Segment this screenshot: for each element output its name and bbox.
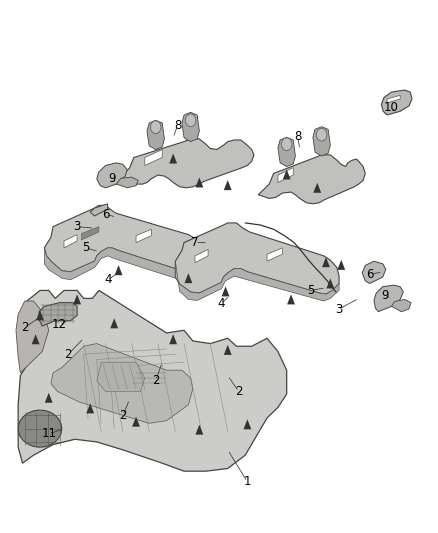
Polygon shape: [387, 95, 400, 103]
Circle shape: [316, 128, 327, 141]
Polygon shape: [39, 303, 77, 326]
Polygon shape: [195, 249, 208, 263]
Text: 8: 8: [174, 119, 181, 132]
Circle shape: [185, 114, 196, 127]
Polygon shape: [86, 403, 94, 414]
Text: 3: 3: [74, 220, 81, 233]
Polygon shape: [244, 419, 251, 430]
Polygon shape: [169, 334, 177, 344]
Text: 9: 9: [108, 172, 116, 185]
Polygon shape: [278, 138, 295, 166]
Polygon shape: [45, 393, 53, 403]
Text: 6: 6: [366, 268, 373, 281]
Polygon shape: [287, 294, 295, 304]
Polygon shape: [64, 235, 77, 248]
Text: 6: 6: [102, 208, 109, 221]
Text: 10: 10: [384, 101, 399, 114]
Polygon shape: [224, 345, 232, 355]
Text: 7: 7: [191, 236, 199, 249]
Text: 4: 4: [217, 297, 225, 310]
Polygon shape: [381, 90, 412, 115]
Polygon shape: [36, 310, 44, 320]
Polygon shape: [313, 127, 330, 156]
Polygon shape: [267, 248, 283, 261]
Text: 3: 3: [336, 303, 343, 316]
Polygon shape: [337, 260, 345, 270]
Polygon shape: [97, 362, 145, 391]
Polygon shape: [326, 278, 334, 288]
Polygon shape: [115, 265, 123, 275]
Polygon shape: [110, 318, 118, 328]
Polygon shape: [184, 273, 192, 283]
Polygon shape: [97, 163, 127, 188]
Polygon shape: [73, 294, 81, 304]
Polygon shape: [51, 344, 193, 423]
Circle shape: [282, 138, 292, 151]
Text: 5: 5: [82, 241, 89, 254]
Text: 12: 12: [52, 319, 67, 332]
Text: 2: 2: [235, 385, 242, 398]
Circle shape: [150, 121, 161, 134]
Polygon shape: [374, 285, 403, 312]
Text: 11: 11: [41, 427, 56, 440]
Polygon shape: [119, 139, 254, 188]
Polygon shape: [18, 410, 62, 447]
Polygon shape: [182, 112, 199, 142]
Polygon shape: [136, 229, 151, 243]
Polygon shape: [132, 417, 140, 427]
Polygon shape: [90, 204, 108, 216]
Polygon shape: [18, 290, 287, 471]
Polygon shape: [222, 286, 230, 296]
Polygon shape: [278, 167, 293, 182]
Text: 2: 2: [21, 321, 28, 334]
Polygon shape: [283, 169, 290, 180]
Text: 4: 4: [104, 273, 111, 286]
Polygon shape: [145, 150, 162, 165]
Text: 2: 2: [65, 348, 72, 361]
Polygon shape: [195, 177, 203, 188]
Polygon shape: [147, 120, 164, 150]
Text: 2: 2: [119, 409, 127, 422]
Polygon shape: [313, 183, 321, 193]
Polygon shape: [224, 180, 232, 190]
Polygon shape: [16, 301, 49, 373]
Polygon shape: [322, 257, 330, 267]
Polygon shape: [44, 248, 201, 280]
Polygon shape: [32, 334, 39, 344]
Text: 8: 8: [294, 130, 301, 143]
Polygon shape: [169, 154, 177, 164]
Text: 1: 1: [244, 475, 251, 488]
Polygon shape: [175, 223, 339, 294]
Polygon shape: [392, 300, 411, 312]
Text: 2: 2: [152, 374, 159, 387]
Polygon shape: [258, 155, 365, 204]
Text: 9: 9: [381, 289, 389, 302]
Polygon shape: [117, 177, 138, 188]
Polygon shape: [195, 425, 203, 434]
Text: 5: 5: [307, 284, 314, 297]
Polygon shape: [44, 205, 201, 272]
Polygon shape: [81, 227, 99, 240]
Polygon shape: [362, 261, 386, 284]
Polygon shape: [175, 261, 339, 301]
